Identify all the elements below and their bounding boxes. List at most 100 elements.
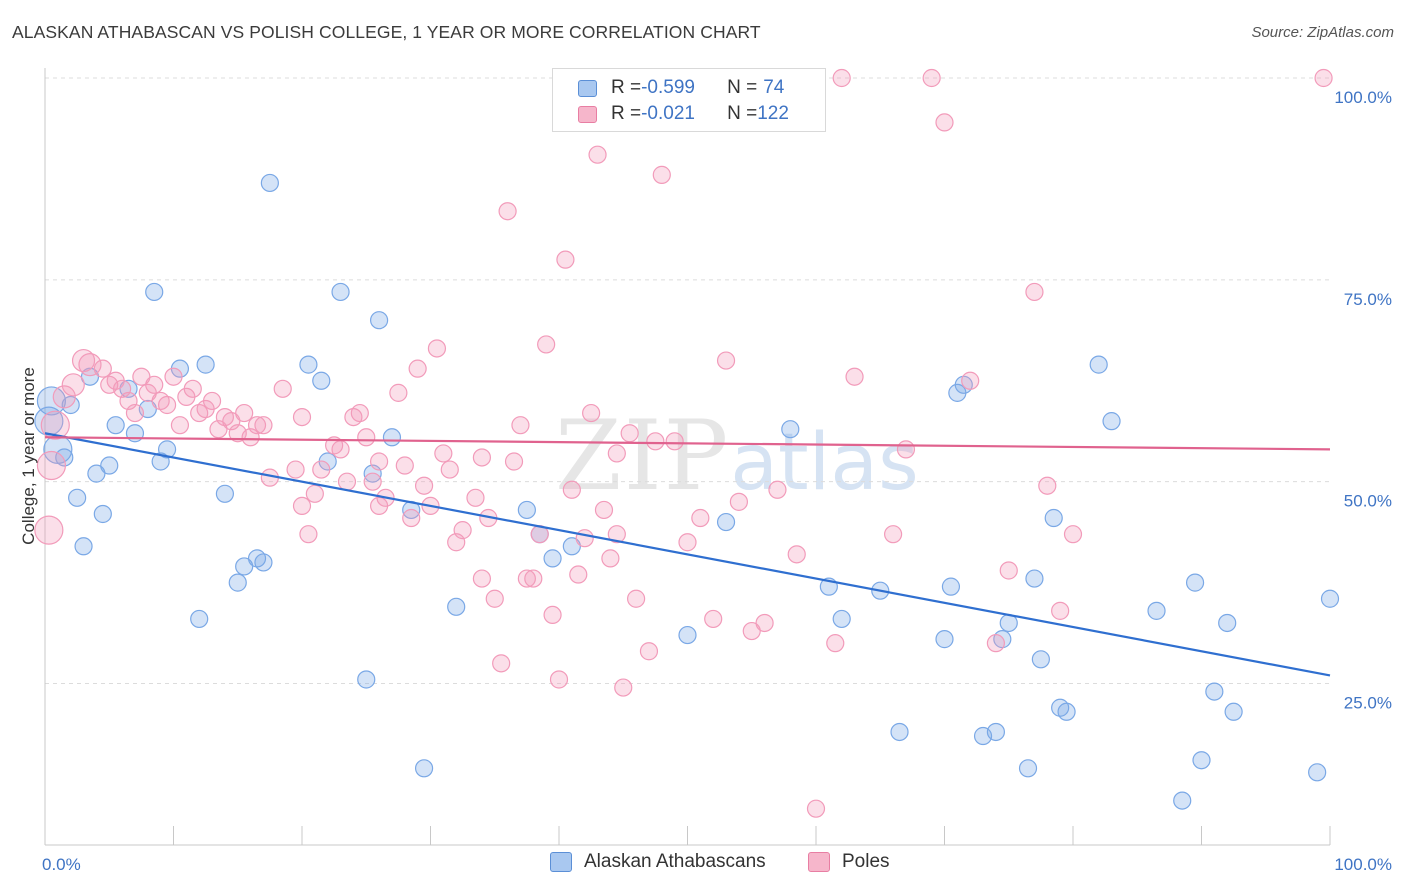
- data-point: [74, 537, 93, 556]
- data-point: [883, 525, 903, 544]
- legend-row-athabascans: R = -0.599 N = 74: [553, 74, 784, 102]
- data-point: [235, 557, 254, 576]
- data-point: [382, 428, 402, 447]
- data-point: [370, 496, 389, 516]
- data-point: [511, 416, 530, 435]
- data-point: [71, 348, 96, 373]
- data-point: [350, 403, 369, 423]
- data-point: [87, 464, 106, 483]
- data-point: [485, 589, 504, 608]
- data-point: [93, 504, 112, 524]
- y-tick-label: 75.0%: [1344, 290, 1392, 309]
- data-point: [646, 432, 665, 451]
- bottom-legend-label-poles: Poles: [842, 851, 890, 872]
- data-point: [1038, 476, 1057, 495]
- data-point: [678, 625, 697, 645]
- data-point: [729, 492, 749, 511]
- data-point: [434, 444, 453, 463]
- data-point: [312, 371, 331, 390]
- legend-n-value: 74: [763, 77, 785, 98]
- data-point: [414, 759, 434, 778]
- data-point: [1205, 682, 1224, 701]
- data-point: [1089, 355, 1108, 374]
- data-point: [543, 549, 562, 568]
- data-point: [78, 353, 102, 377]
- data-point: [299, 355, 318, 374]
- data-point: [517, 500, 536, 520]
- data-point: [556, 250, 575, 269]
- data-point: [1314, 68, 1333, 88]
- y-tick-label: 100.0%: [1334, 88, 1392, 107]
- data-point: [607, 525, 626, 544]
- legend-r-value: -0.599: [641, 77, 695, 98]
- bottom-legend-swatch-athabascans: [550, 852, 572, 872]
- data-point: [447, 597, 466, 616]
- data-point: [357, 670, 376, 689]
- data-point: [235, 403, 254, 423]
- data-point: [620, 424, 639, 443]
- legend-r-label: R =: [611, 103, 642, 124]
- data-point: [331, 440, 350, 459]
- data-point: [1031, 650, 1050, 669]
- data-point: [1185, 573, 1205, 592]
- data-point: [562, 537, 581, 556]
- chart-title: ALASKAN ATHABASCAN VS POLISH COLLEGE, 1 …: [12, 22, 761, 42]
- data-point: [492, 654, 511, 673]
- trend-line: [44, 436, 1331, 451]
- bottom-legend-athabascans: Alaskan Athabascans: [550, 851, 766, 873]
- data-point: [569, 565, 588, 584]
- watermark: ZIPatlas: [555, 400, 919, 512]
- data-point: [402, 508, 421, 528]
- data-point: [826, 634, 845, 653]
- data-point: [52, 385, 76, 409]
- data-point: [742, 621, 761, 641]
- data-point: [414, 476, 434, 495]
- data-point: [935, 113, 954, 132]
- data-point: [961, 371, 980, 390]
- data-point: [1218, 613, 1237, 633]
- watermark-atlas: atlas: [730, 418, 919, 508]
- data-point: [601, 549, 620, 568]
- data-point: [196, 355, 215, 374]
- source-label: Source: ZipAtlas.com: [1251, 24, 1394, 41]
- data-point: [678, 533, 697, 552]
- data-point: [36, 386, 67, 416]
- series-alaskan-athabascans: [34, 173, 1340, 810]
- data-point: [537, 335, 556, 354]
- legend-n-label: N =: [727, 103, 758, 124]
- series-poles: [34, 68, 1333, 818]
- data-point: [588, 145, 607, 164]
- data-point: [299, 525, 318, 544]
- data-point: [357, 428, 376, 447]
- data-point: [466, 488, 485, 507]
- data-point: [370, 311, 389, 330]
- data-point: [427, 339, 447, 358]
- data-point: [755, 613, 774, 633]
- data-point: [832, 609, 851, 629]
- legend-swatch-athabascans: [578, 79, 597, 97]
- data-point: [440, 460, 459, 479]
- data-point: [524, 569, 543, 588]
- data-point: [36, 450, 67, 481]
- data-point: [260, 173, 279, 193]
- correlation-legend: R = -0.599 N = 74 R = -0.021 N = 122: [552, 68, 826, 132]
- tick-labels: 25.0% 50.0% 75.0% 100.0% 0.0% 100.0% College, …: [19, 88, 1392, 874]
- data-point: [781, 420, 800, 439]
- data-point: [543, 605, 562, 625]
- data-point: [337, 472, 357, 491]
- data-point: [202, 391, 222, 411]
- axes: [44, 68, 1331, 846]
- data-point: [999, 561, 1018, 580]
- bottom-legend-swatch-poles: [808, 852, 830, 872]
- data-point: [145, 282, 164, 302]
- data-point: [370, 452, 389, 471]
- data-point: [716, 512, 736, 532]
- data-point: [890, 722, 909, 742]
- data-point: [389, 383, 408, 402]
- data-point: [40, 410, 70, 440]
- data-point: [517, 569, 536, 588]
- data-point: [845, 367, 864, 386]
- data-point: [1102, 412, 1121, 431]
- data-point: [34, 515, 64, 545]
- data-point: [607, 444, 626, 463]
